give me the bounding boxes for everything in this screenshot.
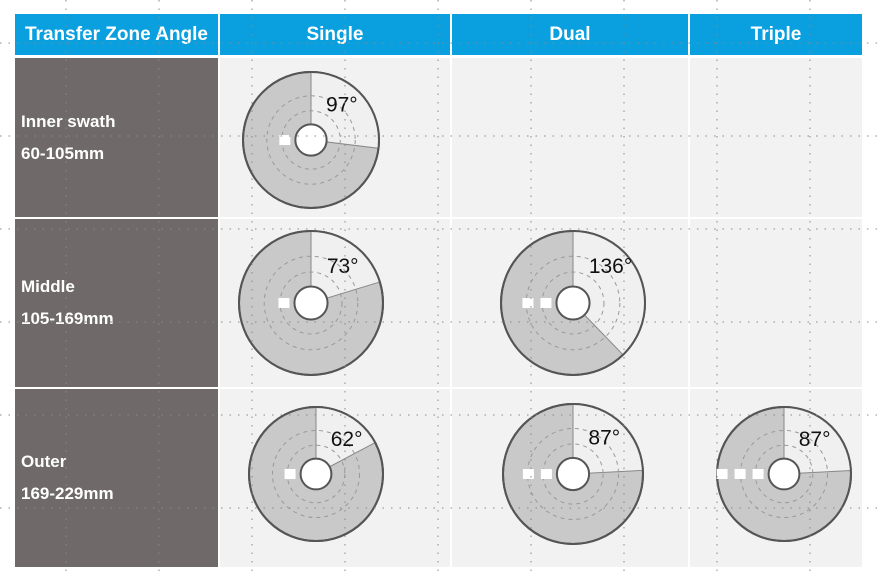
row-range: 60-105mm xyxy=(21,143,105,163)
cell-r2-c2 xyxy=(690,389,862,567)
row-label: Inner swath xyxy=(21,111,116,131)
row-range: 105-169mm xyxy=(21,309,114,328)
row-header-inner: Inner swath 60-105mm xyxy=(15,58,218,217)
row-label: Middle xyxy=(21,277,75,296)
cell-r2-c0 xyxy=(220,389,450,567)
cell-r0-c0 xyxy=(220,58,450,217)
cell-r0-c2 xyxy=(690,58,862,217)
row-label: Outer xyxy=(21,452,67,471)
header-corner: Transfer Zone Angle xyxy=(15,14,218,55)
cell-r1-c1 xyxy=(452,219,688,387)
cell-r0-c1 xyxy=(452,58,688,217)
cell-r2-c1 xyxy=(452,389,688,567)
row-header-outer: Outer 169-229mm xyxy=(15,389,218,567)
row-header-middle: Middle 105-169mm xyxy=(15,219,218,387)
header-single: Single xyxy=(220,14,450,55)
row-range: 169-229mm xyxy=(21,484,114,503)
header-triple: Triple xyxy=(690,14,862,55)
header-dual: Dual xyxy=(452,14,688,55)
cell-r1-c2 xyxy=(690,219,862,387)
cell-r1-c0 xyxy=(220,219,450,387)
